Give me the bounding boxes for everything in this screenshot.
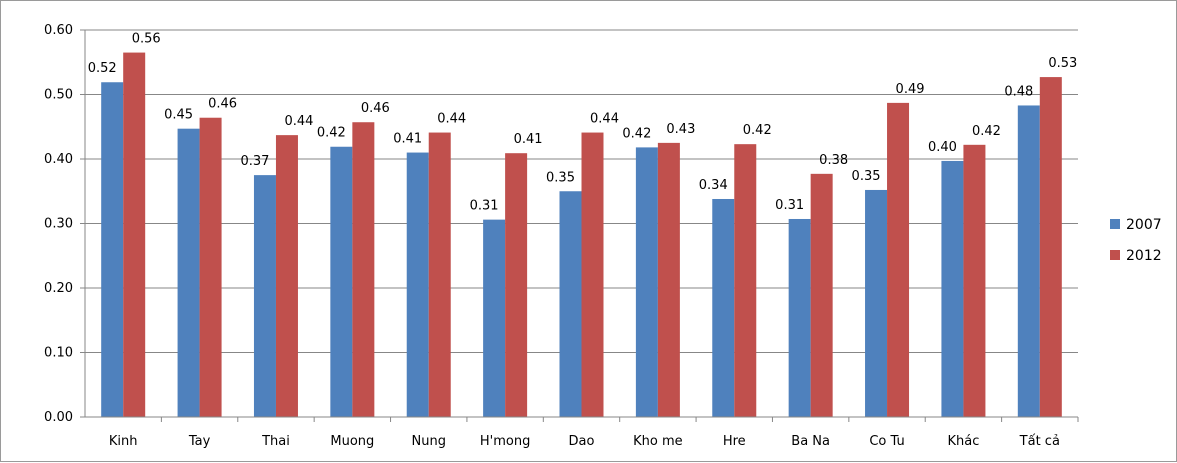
data-label-2012: 0.38 (819, 153, 848, 168)
data-label-2007: 0.34 (699, 178, 728, 193)
bars (101, 52, 1062, 418)
x-tick-label: Co Tu (869, 434, 904, 449)
y-tick-label: 0.60 (44, 23, 73, 38)
bar-2012 (505, 153, 528, 417)
data-label-2012: 0.49 (896, 82, 925, 97)
data-label-2007: 0.35 (546, 170, 575, 185)
data-labels: 0.520.560.450.460.370.440.420.460.410.44… (88, 32, 1078, 214)
x-tick-label: Tay (188, 434, 211, 449)
x-tick-label: Hre (723, 434, 746, 449)
legend-swatch-2007 (1110, 219, 1120, 229)
y-tick-label: 0.10 (44, 346, 73, 361)
y-tick-label: 0.00 (44, 410, 73, 425)
bar-2007 (788, 218, 811, 417)
bar-2012 (275, 135, 298, 417)
legend: 2007 2012 (1110, 217, 1162, 264)
data-label-2012: 0.44 (284, 114, 313, 129)
x-tick-label: Kinh (109, 434, 138, 449)
bar-2012 (657, 142, 680, 417)
bar-2007 (177, 128, 200, 417)
bar-2012 (1039, 77, 1062, 418)
legend-label-2012: 2012 (1126, 248, 1162, 264)
data-label-2012: 0.44 (437, 112, 466, 127)
bar-2012 (428, 132, 451, 417)
bar-2012 (352, 122, 375, 418)
bar-2007 (1017, 105, 1040, 417)
data-label-2012: 0.42 (972, 124, 1001, 139)
data-label-2012: 0.42 (743, 123, 772, 138)
legend-swatch-2012 (1110, 250, 1120, 260)
bar-2007 (330, 146, 353, 417)
x-tick-label: Dao (569, 434, 595, 449)
data-label-2007: 0.35 (852, 169, 881, 184)
data-label-2012: 0.41 (514, 132, 543, 147)
x-tick-label: Muong (330, 434, 374, 449)
bar-2012 (123, 52, 146, 417)
data-label-2007: 0.40 (928, 140, 957, 155)
y-tick-label: 0.40 (44, 152, 73, 167)
data-label-2012: 0.46 (361, 101, 390, 116)
x-tick-label: Thai (261, 434, 290, 449)
data-label-2007: 0.52 (88, 61, 117, 76)
bar-2012 (581, 132, 604, 417)
x-tick-label: Tất cả (1019, 434, 1060, 449)
data-label-2007: 0.37 (240, 154, 269, 169)
bar-2007 (941, 160, 964, 417)
bar-2012 (199, 117, 222, 417)
data-label-2012: 0.43 (666, 122, 695, 137)
data-label-2007: 0.48 (1004, 84, 1033, 99)
bar-2007 (253, 175, 276, 417)
bar-2012 (810, 173, 833, 417)
data-label-2012: 0.56 (132, 32, 161, 47)
bar-2007 (406, 152, 429, 418)
bar-2012 (734, 144, 757, 418)
data-label-2007: 0.42 (622, 126, 651, 141)
bar-2012 (887, 102, 910, 417)
x-tick-label: Nung (411, 434, 445, 449)
bar-2007 (483, 219, 506, 417)
y-tick-label: 0.20 (44, 281, 73, 296)
data-label-2007: 0.45 (164, 108, 193, 123)
data-label-2007: 0.31 (470, 199, 499, 214)
bar-2007 (635, 147, 658, 417)
data-label-2007: 0.42 (317, 126, 346, 141)
data-label-2007: 0.41 (393, 132, 422, 147)
y-tick-label: 0.50 (44, 88, 73, 103)
bar-2007 (865, 189, 888, 417)
axes: 0.00 0.10 0.20 0.30 0.40 0.50 0.60 Kinh Tay Thai M… (44, 23, 1079, 449)
bar-2012 (963, 144, 986, 417)
data-label-2012: 0.53 (1048, 56, 1077, 71)
data-label-2012: 0.46 (208, 97, 237, 112)
x-tick-label: H'mong (480, 434, 530, 449)
data-label-2007: 0.31 (775, 198, 804, 213)
data-label-2012: 0.44 (590, 112, 619, 127)
y-tick-label: 0.30 (44, 217, 73, 232)
x-tick-label: Kho me (633, 434, 683, 449)
x-tick-label: Ba Na (791, 434, 830, 449)
bar-2007 (101, 82, 124, 418)
bar-2007 (712, 198, 735, 417)
x-tick-label: Khác (947, 434, 979, 449)
bar-2007 (559, 191, 582, 417)
legend-label-2007: 2007 (1126, 217, 1162, 233)
